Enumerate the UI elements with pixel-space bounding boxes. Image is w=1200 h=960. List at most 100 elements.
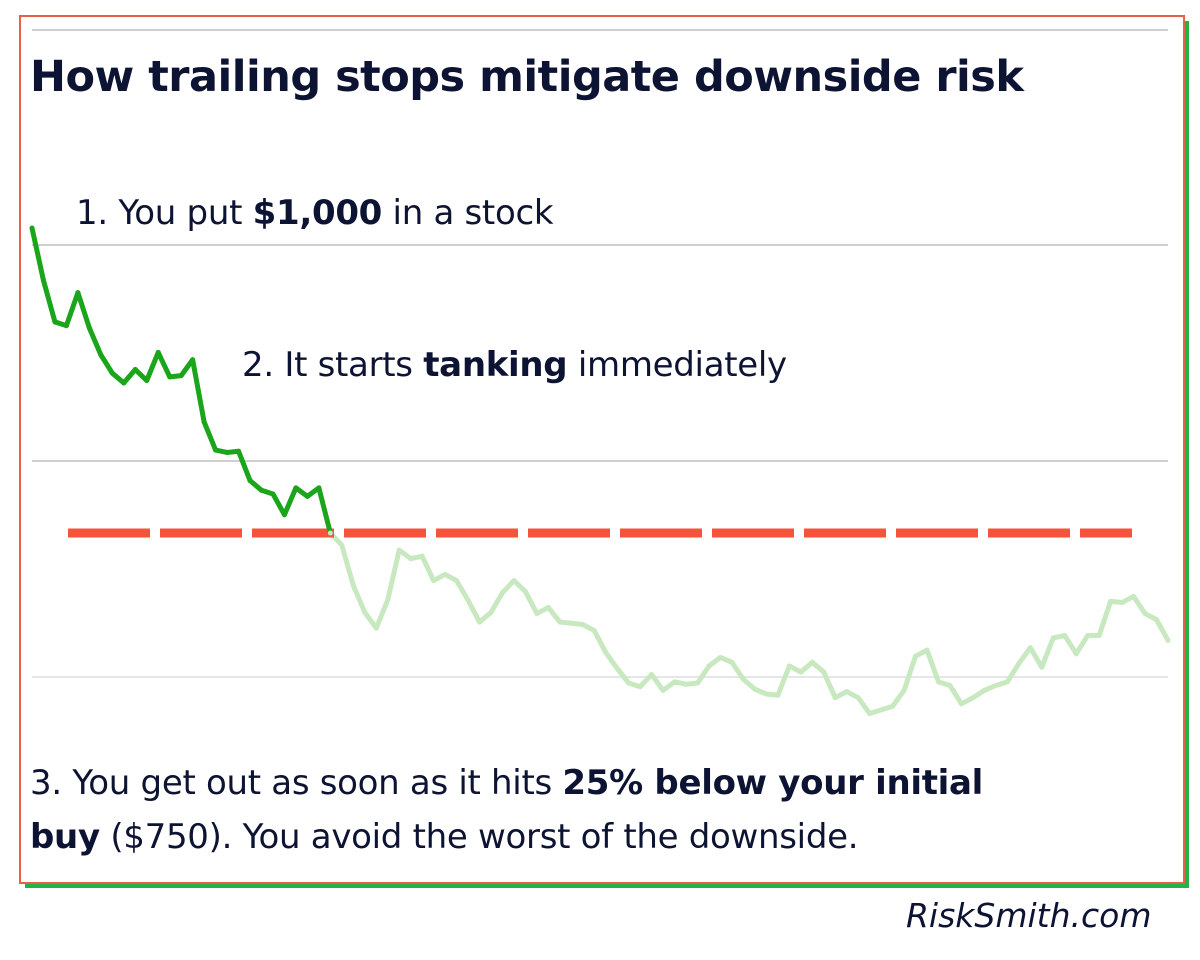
data-point [98,352,104,358]
data-point [86,325,92,331]
data-point [591,628,597,634]
data-point [362,609,368,615]
data-point [339,542,345,548]
step-1-text-end: in a stock [382,193,554,233]
data-point [729,659,735,665]
data-point [1085,632,1091,638]
data-point [155,349,161,355]
data-point [821,669,827,675]
data-point [1039,664,1045,670]
data-point [901,687,907,693]
data-point [844,689,850,695]
data-point [178,373,184,379]
data-point [924,647,930,653]
data-point [270,491,276,497]
step-1-text: 1. You put [76,193,253,233]
data-point [913,653,919,659]
data-point [855,695,861,701]
data-point [1131,593,1137,599]
data-point [1096,632,1102,638]
data-point [373,625,379,631]
data-point [132,367,138,373]
data-point [672,679,678,685]
data-point [522,589,528,595]
data-point [465,597,471,603]
data-point [1142,611,1148,617]
data-point [993,683,999,688]
gridlines [32,29,1168,678]
annotation-step-1: 1. You put $1,000 in a stock [76,193,554,233]
data-point [557,619,563,625]
data-point [649,672,655,678]
data-point [258,487,264,493]
data-point [477,619,483,625]
data-point [316,485,322,491]
data-point [1050,635,1056,641]
data-point [190,357,196,363]
data-point [281,512,287,518]
data-point [763,691,769,697]
annotation-step-3: 3. You get out as soon as it hits 25% be… [30,756,983,864]
data-point [683,681,689,687]
step-2-text-end: immediately [567,345,787,385]
brand-watermark: RiskSmith.com [906,896,1152,935]
data-point [1027,645,1033,651]
step-2-text: 2. It starts [242,345,424,385]
data-point [109,370,115,376]
data-point [167,374,173,380]
data-point [201,419,207,425]
data-point [545,604,551,610]
data-point [29,225,35,231]
data-point [385,597,391,603]
data-point [121,380,127,386]
data-point [1108,598,1114,604]
data-points [29,225,1171,717]
data-point [534,611,540,617]
data-point [304,493,310,499]
data-point [786,663,792,669]
data-point [775,692,781,698]
step-3-bold: 25% below your initial [562,763,984,803]
data-point [958,701,964,707]
data-point [408,556,414,562]
data-point [327,530,333,536]
step-3-text-end: ($750). You avoid the worst of the downs… [99,817,859,857]
step-1-bold: $1,000 [252,193,383,233]
data-point [488,609,494,615]
data-point [1073,651,1079,657]
data-point [350,582,356,588]
data-point [75,290,81,296]
data-point [144,378,150,383]
data-point [637,684,643,690]
data-point [717,654,723,660]
data-point [890,703,896,709]
data-point [442,571,448,577]
data-point [878,707,884,713]
data-point [614,665,620,671]
data-point [454,578,460,584]
data-point [499,590,505,596]
data-point [660,687,666,693]
data-point [706,663,712,669]
data-point [936,679,942,685]
data-point [63,323,69,329]
data-point [247,478,253,484]
data-point [626,680,632,686]
data-point [419,553,425,559]
data-point [236,448,242,454]
step-3-text: 3. You get out as soon as it hits [30,763,563,803]
data-point [52,319,58,325]
data-point [798,669,804,675]
data-point [867,711,873,717]
data-point [695,680,701,686]
data-point [1119,600,1125,606]
data-point [396,547,402,553]
data-point [1016,661,1022,667]
data-point [947,683,953,688]
chart-title: How trailing stops mitigate downside ris… [30,52,1024,102]
data-point [832,695,838,701]
price-line-after-stop [328,531,1171,717]
data-point [431,578,437,584]
data-point [1062,632,1068,638]
